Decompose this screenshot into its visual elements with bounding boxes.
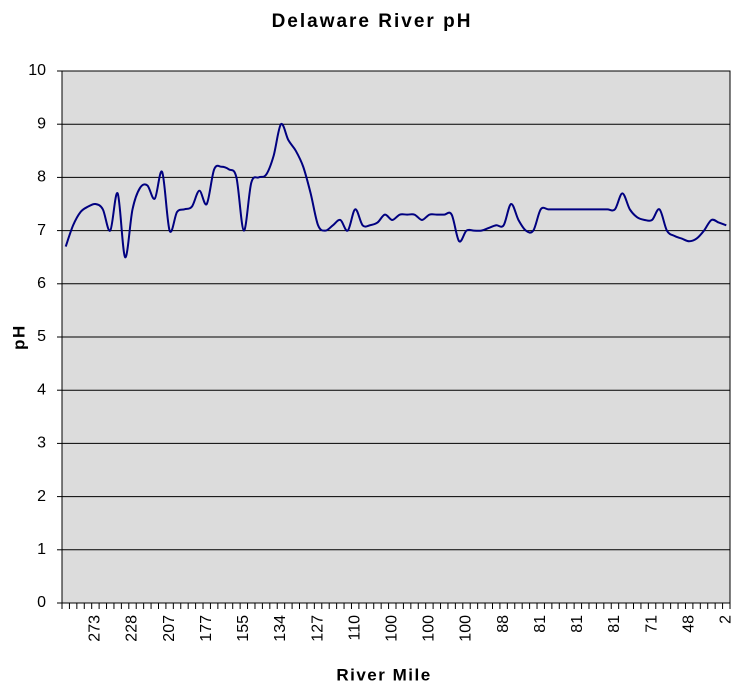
x-tick-label: 134 [272, 615, 289, 642]
y-tick-label: 4 [37, 381, 46, 398]
y-tick-label: 2 [37, 488, 46, 505]
x-tick-label: 81 [569, 615, 586, 633]
x-tick-label: 273 [87, 615, 104, 642]
x-tick-label: 81 [532, 615, 549, 633]
x-tick-label: 228 [124, 615, 141, 642]
y-tick-label: 3 [37, 435, 46, 452]
y-tick-label: 0 [37, 594, 46, 611]
x-tick-label: 100 [458, 615, 475, 642]
x-tick-label: 81 [606, 615, 623, 633]
x-tick-label: 177 [198, 615, 215, 642]
y-tick-label: 8 [37, 169, 46, 186]
x-tick-label: 155 [235, 615, 252, 642]
x-tick-label: 88 [495, 615, 512, 633]
x-axis-title: River Mile [336, 665, 431, 684]
data-line [64, 122, 727, 259]
x-tick-label: 71 [643, 615, 660, 633]
x-tick-label: 110 [346, 615, 363, 641]
y-tick-label: 6 [37, 275, 46, 292]
y-tick-label: 1 [37, 541, 46, 558]
x-tick-label: 207 [161, 615, 178, 642]
x-tick-label: 100 [384, 615, 401, 642]
chart-title: Delaware River pH [272, 11, 473, 32]
y-axis-title: pH [9, 324, 28, 350]
x-tick-label: 48 [680, 615, 697, 633]
x-tick-label: 100 [421, 615, 438, 642]
y-tick-label: 5 [37, 328, 46, 345]
y-tick-label: 7 [37, 222, 46, 239]
y-tick-label: 9 [37, 115, 46, 132]
y-tick-label: 10 [28, 62, 46, 79]
x-tick-label: 127 [309, 615, 326, 642]
x-tick-label: 2 [718, 615, 732, 624]
